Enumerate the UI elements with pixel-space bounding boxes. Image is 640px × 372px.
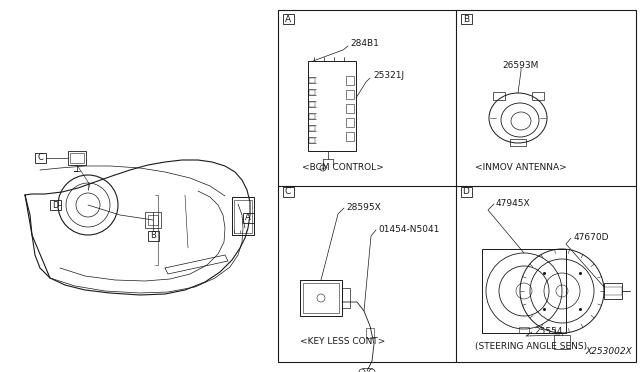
- Text: C: C: [285, 187, 291, 196]
- Text: B: B: [463, 15, 469, 23]
- Bar: [282, 14, 294, 24]
- Text: A: A: [285, 15, 291, 23]
- Bar: [282, 187, 294, 197]
- Bar: [309, 138, 315, 143]
- Text: 47670D: 47670D: [574, 234, 609, 243]
- Bar: [346, 118, 354, 127]
- Bar: [68, 151, 86, 165]
- Bar: [510, 139, 526, 146]
- Bar: [309, 102, 315, 107]
- Text: A: A: [245, 214, 251, 222]
- Text: 25321J: 25321J: [373, 71, 404, 80]
- Text: <BCM CONTROL>: <BCM CONTROL>: [302, 164, 384, 173]
- Bar: [303, 283, 339, 313]
- Bar: [232, 197, 254, 235]
- Bar: [243, 213, 253, 223]
- Bar: [70, 153, 84, 163]
- Bar: [147, 231, 159, 241]
- Bar: [532, 92, 544, 100]
- Text: <KEY LESS CONT>: <KEY LESS CONT>: [300, 337, 386, 346]
- Bar: [346, 76, 354, 85]
- Bar: [309, 114, 315, 119]
- Bar: [278, 10, 636, 362]
- Bar: [346, 90, 354, 99]
- Text: 26593M: 26593M: [503, 61, 539, 71]
- Bar: [346, 104, 354, 113]
- Bar: [308, 61, 356, 151]
- Text: B: B: [150, 231, 156, 241]
- Bar: [493, 92, 505, 100]
- Bar: [461, 187, 472, 197]
- Text: 47945X: 47945X: [496, 199, 531, 208]
- Text: <INMOV ANTENNA>: <INMOV ANTENNA>: [475, 164, 567, 173]
- Bar: [49, 200, 61, 210]
- Bar: [309, 90, 315, 95]
- Text: 25554: 25554: [534, 327, 563, 337]
- Bar: [35, 153, 45, 163]
- Bar: [148, 215, 158, 225]
- Bar: [300, 280, 342, 316]
- Bar: [461, 14, 472, 24]
- Text: D: D: [52, 201, 58, 209]
- Bar: [366, 328, 374, 338]
- Text: C: C: [37, 154, 43, 163]
- Bar: [145, 212, 161, 228]
- Text: 28595X: 28595X: [346, 203, 381, 212]
- Text: 01454-N5041: 01454-N5041: [378, 225, 440, 234]
- Bar: [234, 200, 252, 233]
- Bar: [342, 288, 350, 308]
- Bar: [554, 335, 570, 349]
- Text: X253002X: X253002X: [585, 347, 632, 356]
- Bar: [346, 132, 354, 141]
- Bar: [482, 249, 566, 333]
- Bar: [604, 287, 622, 295]
- Bar: [309, 78, 315, 83]
- Bar: [519, 327, 529, 333]
- Text: 284B1: 284B1: [350, 39, 379, 48]
- Bar: [604, 283, 622, 299]
- Bar: [309, 126, 315, 131]
- Text: D: D: [463, 187, 469, 196]
- Text: (STEERING ANGLE SENS): (STEERING ANGLE SENS): [475, 341, 587, 350]
